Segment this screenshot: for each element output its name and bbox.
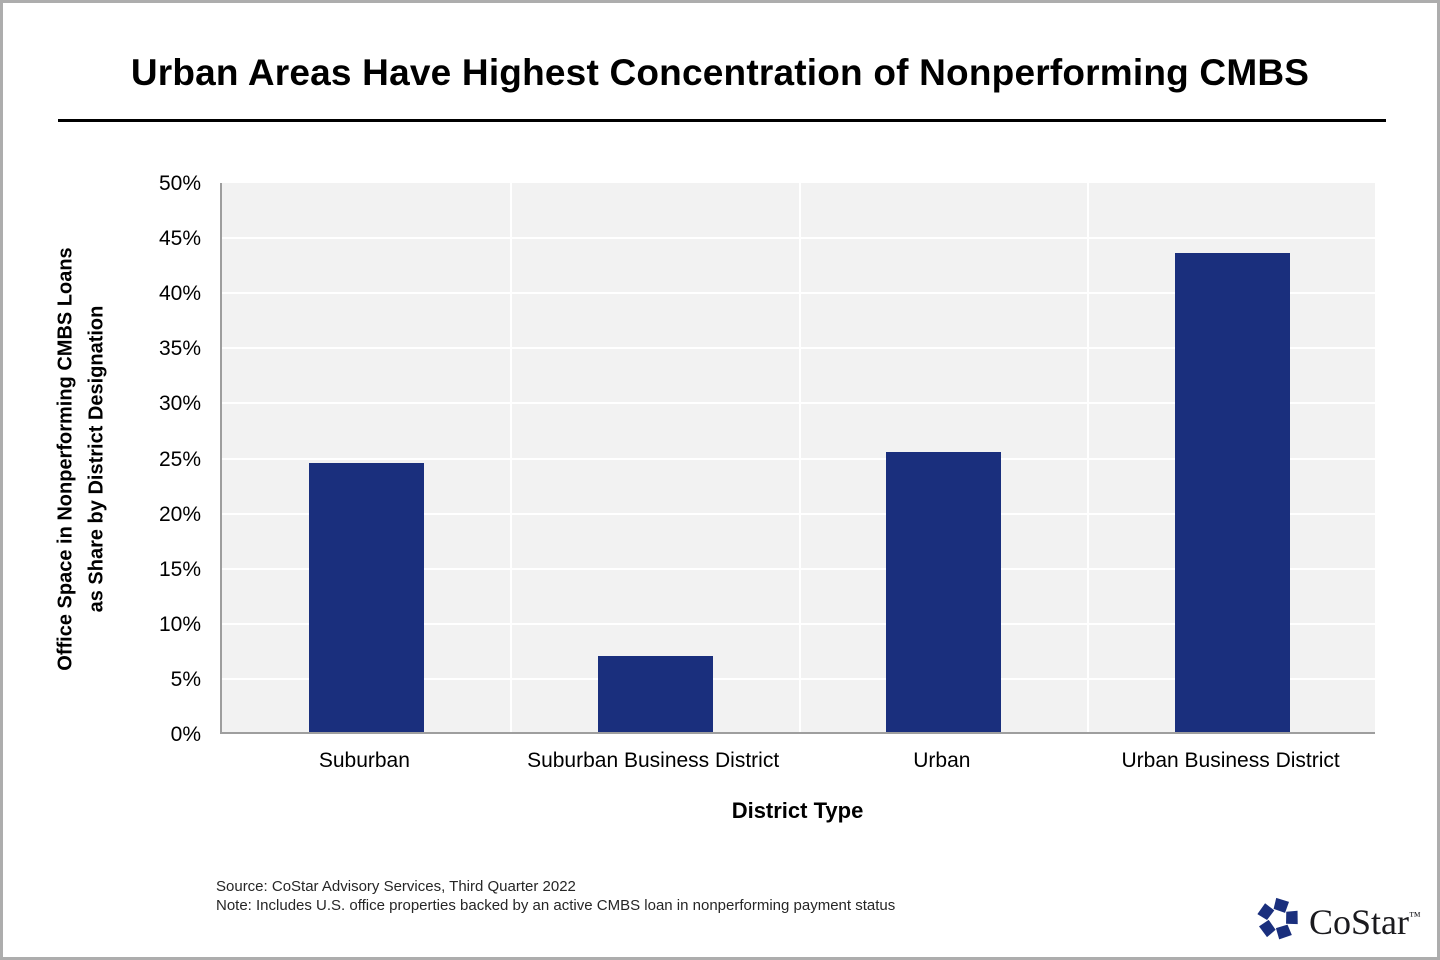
- plot-area: [220, 183, 1375, 734]
- gridline-vertical: [1087, 183, 1090, 732]
- bar-urban-business-district: [1175, 252, 1291, 732]
- source-text: Source: CoStar Advisory Services, Third …: [216, 878, 576, 895]
- y-tick-label: 45%: [158, 227, 201, 251]
- costar-pinwheel-icon: [1257, 897, 1298, 940]
- bar-suburban-business-district: [597, 655, 713, 732]
- note-text: Note: Includes U.S. office properties ba…: [216, 897, 896, 914]
- x-axis-category-labels: Suburban Suburban Business District Urban U…: [220, 749, 1375, 777]
- bar-urban: [886, 452, 1002, 732]
- gridline-vertical: [509, 183, 512, 732]
- y-tick-label: 25%: [158, 447, 201, 471]
- y-tick-label: 20%: [158, 502, 201, 526]
- x-category-label: Urban Business District: [1121, 749, 1340, 772]
- y-tick-label: 50%: [158, 172, 201, 195]
- y-tick-label: 30%: [158, 392, 201, 416]
- trademark-symbol: ™: [1409, 909, 1421, 923]
- title-divider: [58, 119, 1386, 122]
- chart-title: Urban Areas Have Highest Concentration o…: [130, 52, 1310, 93]
- x-category-label: Suburban Business District: [527, 749, 780, 772]
- y-tick-label: 15%: [158, 557, 201, 581]
- costar-logo-text: CoStar™: [1309, 902, 1421, 942]
- x-category-label: Urban: [913, 749, 971, 772]
- x-axis-title: District Type: [731, 798, 864, 823]
- x-category-label: Suburban: [318, 749, 410, 772]
- y-tick-label: 5%: [170, 667, 201, 691]
- y-tick-label: 40%: [158, 282, 201, 306]
- y-tick-label: 35%: [158, 337, 201, 361]
- gridline-vertical: [798, 183, 801, 732]
- y-axis-tick-labels: 0% 5% 10% 15% 20% 25% 30% 35% 40% 45% 50%: [3, 173, 201, 745]
- costar-logo: CoStar™: [1256, 894, 1421, 944]
- y-tick-label: 10%: [158, 612, 201, 636]
- bar-suburban: [308, 463, 424, 732]
- y-tick-label: 0%: [170, 723, 201, 746]
